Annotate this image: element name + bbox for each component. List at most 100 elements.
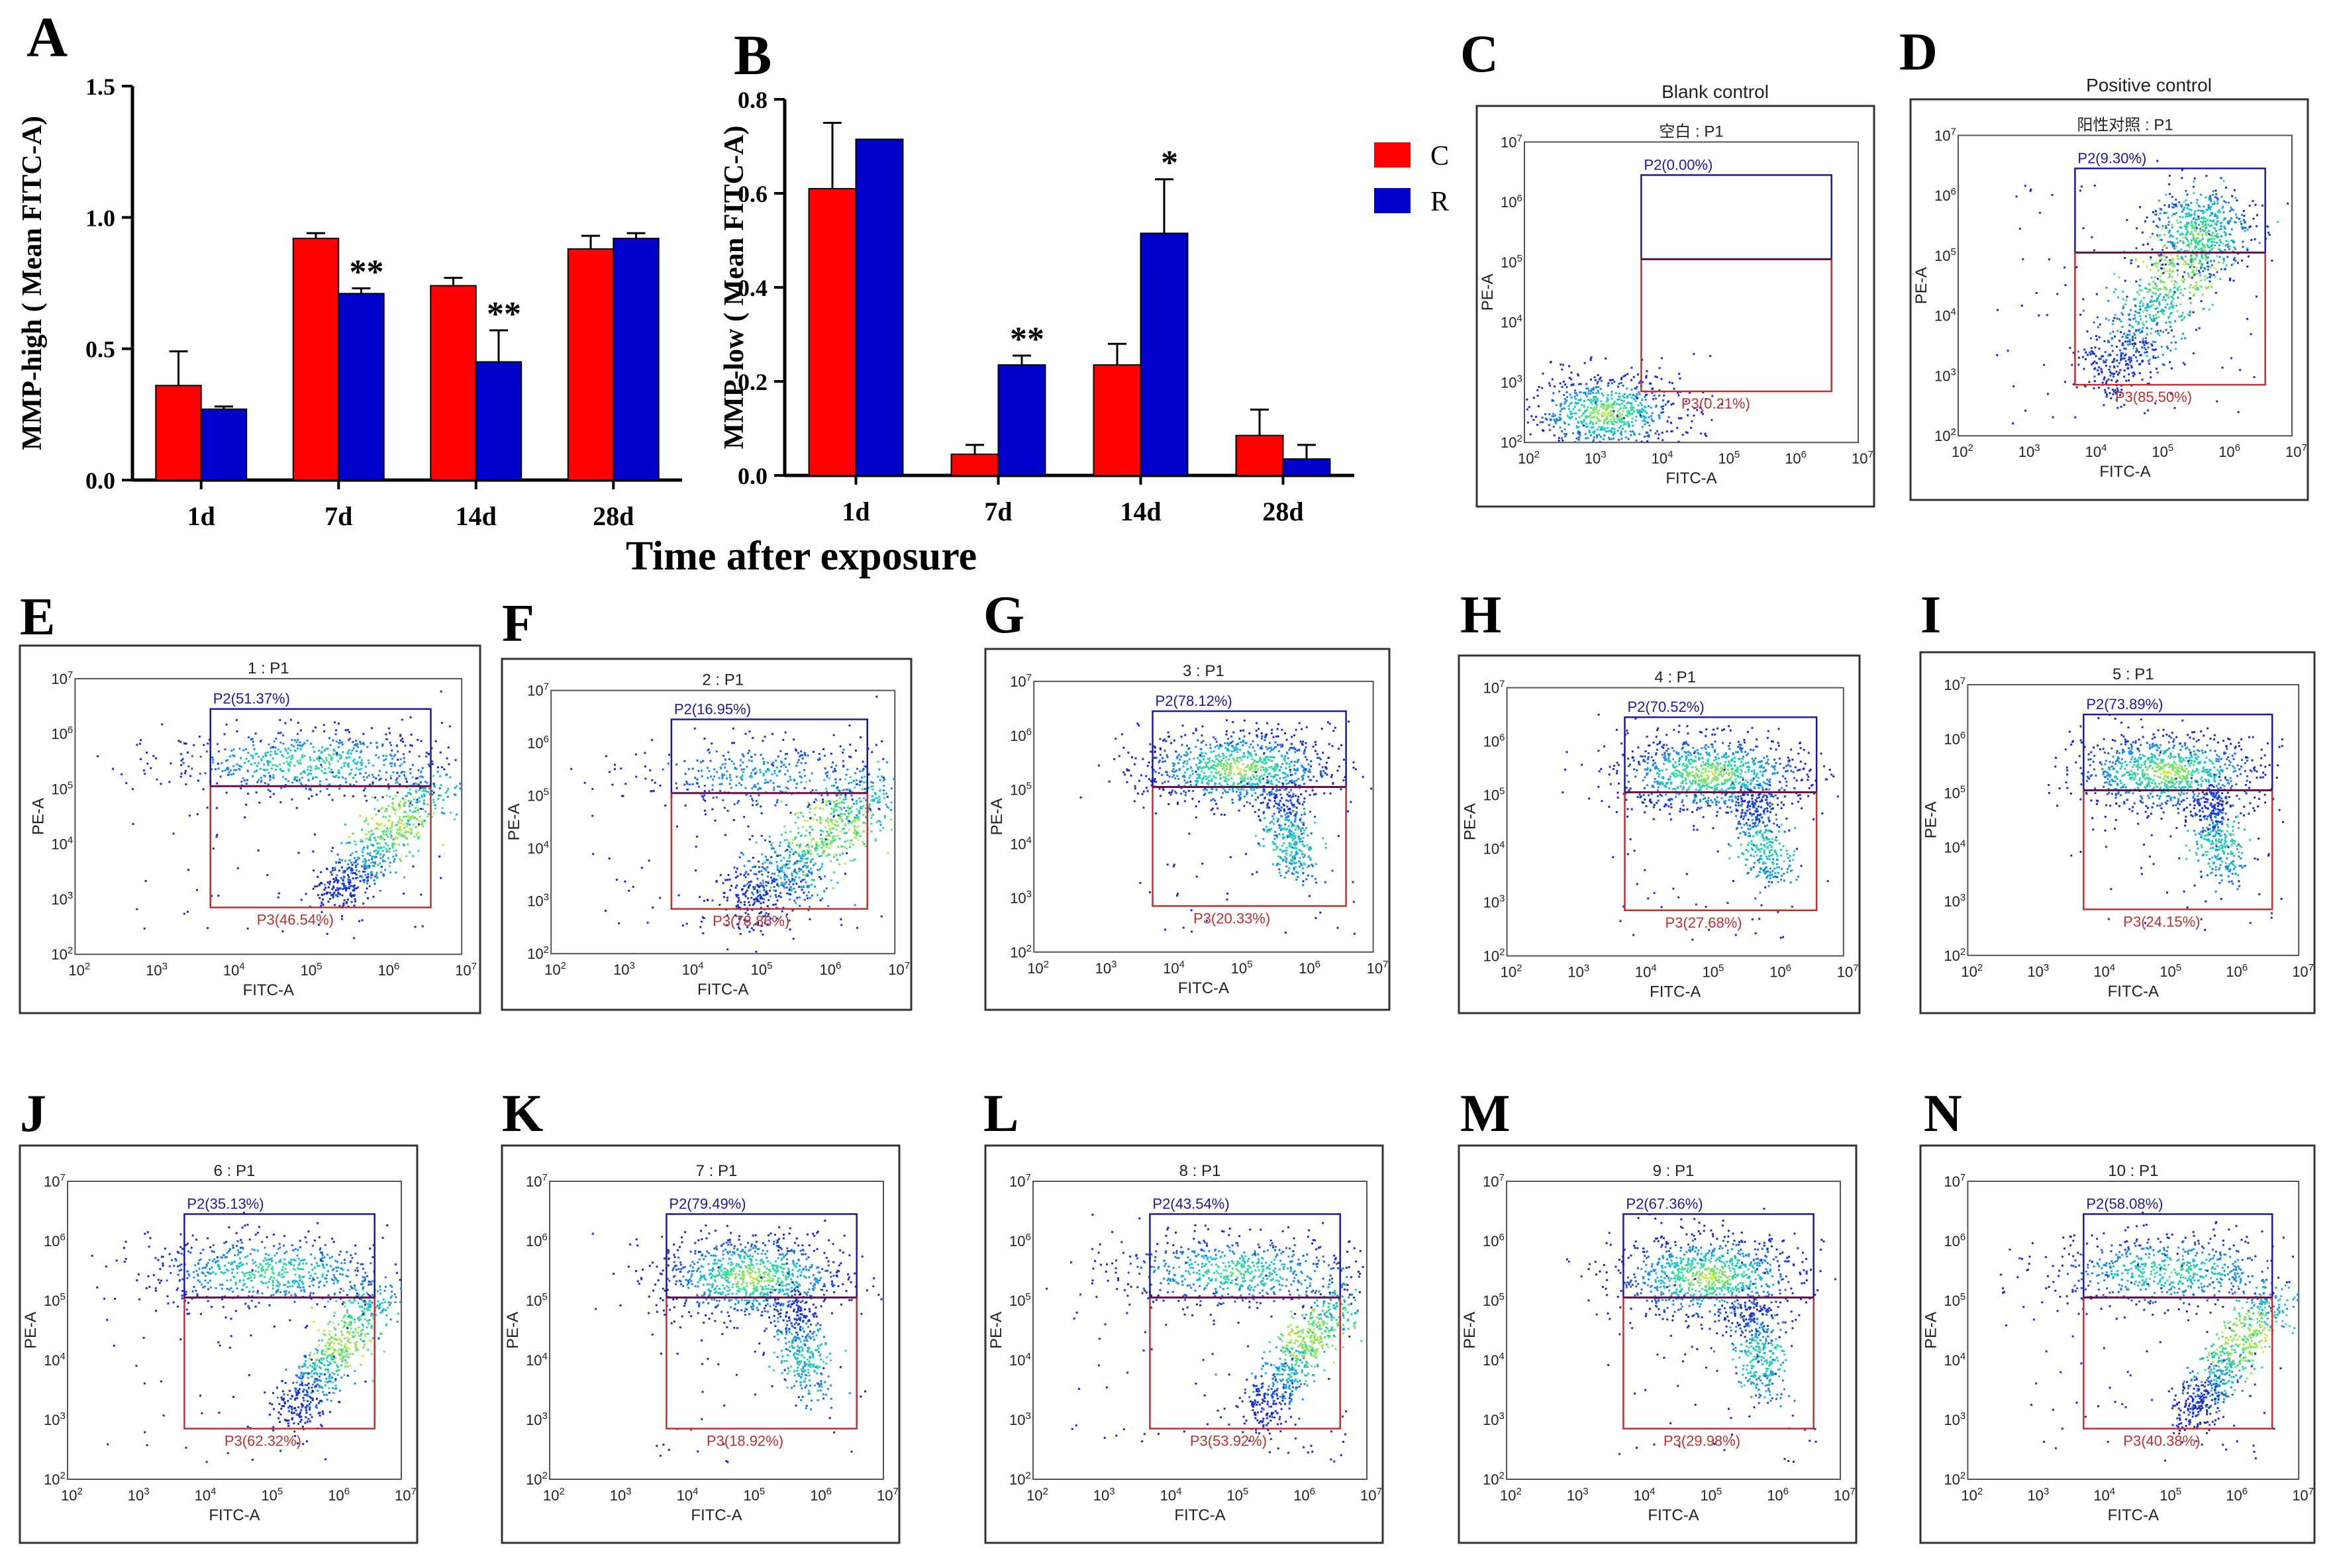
event-dot [776,917,779,920]
event-dot [2191,225,2194,228]
bar-r [200,408,248,481]
event-dot [342,882,345,885]
tick-base: 10 [1934,187,1950,204]
event-dot [393,860,395,863]
event-dot [2129,318,2132,321]
event-dot [309,789,312,791]
event-dot [763,761,766,763]
event-dot [791,872,793,875]
event-dot [328,754,330,756]
event-dot [634,753,637,756]
event-dot [802,865,805,868]
event-dot [1597,381,1599,383]
event-dot [1605,430,1608,433]
event-dot [2082,309,2085,312]
event-dot [2101,371,2103,374]
event-dot [2169,349,2172,352]
event-dot [2190,242,2193,245]
event-dot [2207,256,2209,259]
event-dot [2195,281,2197,283]
event-dot [1603,434,1606,436]
event-dot [1636,386,1638,389]
scatter-dots [97,690,462,940]
event-dot [2163,268,2165,270]
event-dot [1580,404,1583,407]
event-dot [1613,403,1615,406]
bar-r [338,293,385,481]
event-dot [301,756,304,758]
event-dot [1593,396,1595,399]
event-dot [742,771,744,773]
tick-exponent: 2 [68,945,73,956]
event-dot [2182,281,2185,283]
event-dot [384,810,387,812]
event-dot [2083,348,2086,351]
event-dot [433,785,436,788]
event-dot [2200,209,2203,212]
event-dot [2175,281,2178,284]
tick-base: 10 [527,840,543,857]
event-dot [2147,360,2150,362]
event-dot [2199,285,2202,288]
event-dot [2146,291,2149,293]
event-dot [1620,430,1623,433]
event-dot [238,768,241,771]
event-dot [1622,375,1625,377]
event-dot [352,877,354,880]
event-dot [862,768,865,771]
event-dot [780,859,783,862]
event-dot [339,887,342,890]
event-dot [2224,217,2226,220]
event-dot [366,867,368,869]
event-dot [1606,421,1609,424]
event-dot [348,876,350,879]
event-dot [346,868,349,871]
event-dot [857,816,860,818]
event-dot [352,832,354,835]
event-dot [836,794,838,797]
event-dot [385,848,387,850]
event-dot [272,763,274,766]
event-dot [764,861,766,863]
event-dot [354,859,357,862]
event-dot [377,774,380,777]
event-dot [777,875,779,877]
event-dot [2159,212,2161,215]
event-dot [2220,268,2222,271]
event-dot [2211,244,2213,247]
event-dot [2268,234,2271,236]
event-dot [366,878,369,881]
event-dot [2225,264,2228,267]
event-dot [1602,403,1605,405]
event-dot [359,772,362,775]
event-dot [821,838,824,840]
event-dot [362,732,365,735]
event-dot [332,775,334,777]
event-dot [1648,435,1650,438]
event-dot [1590,426,1593,429]
event-dot [363,881,366,883]
event-dot [1546,418,1548,421]
event-dot [877,775,879,778]
event-dot [1593,432,1595,434]
event-dot [341,743,344,746]
tick-base: 10 [527,735,543,752]
event-dot [797,827,800,830]
event-dot [773,873,776,875]
event-dot [400,822,403,824]
event-dot [207,742,209,745]
event-dot [1711,418,1713,421]
event-dot [773,889,775,892]
bar-r [613,238,660,481]
event-dot [746,889,748,892]
event-dot [1542,372,1544,375]
event-dot [385,758,387,761]
event-dot [779,896,782,899]
event-dot [377,756,380,759]
event-dot [788,883,791,886]
event-dot [789,854,791,856]
event-dot [1599,419,1601,422]
event-dot [1658,414,1660,416]
event-dot [849,776,852,779]
event-dot [819,867,822,870]
